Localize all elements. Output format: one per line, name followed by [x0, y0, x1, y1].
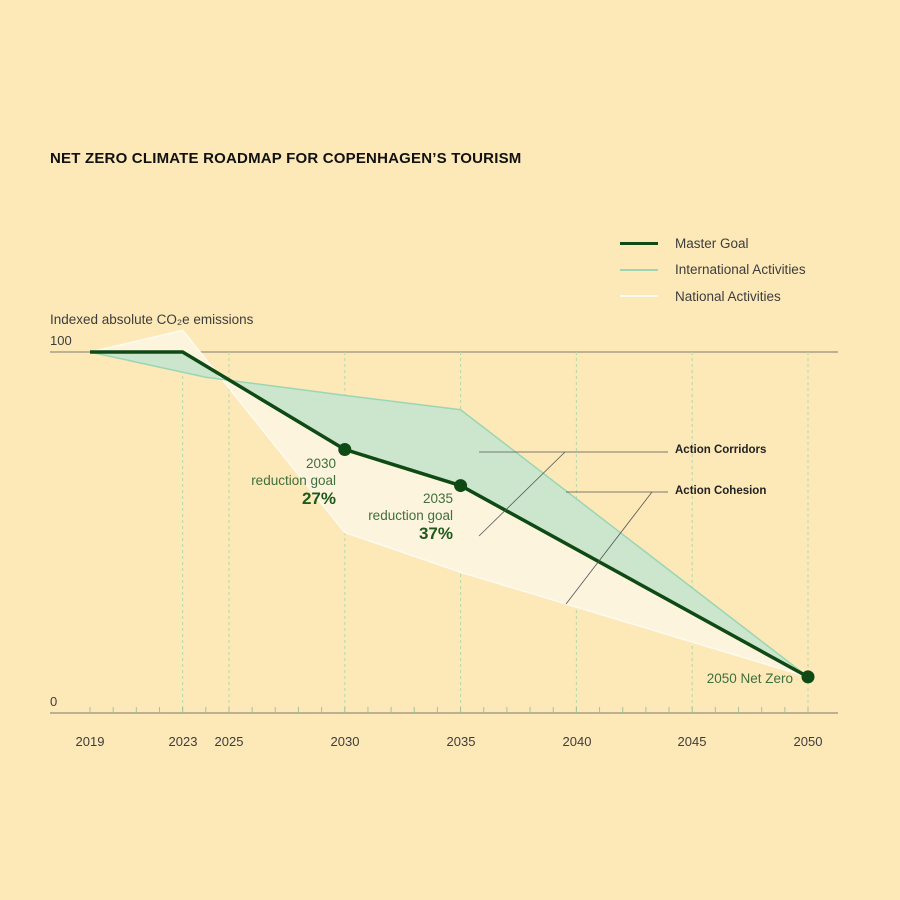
national-activities-line	[89, 329, 809, 678]
legend-swatch-national	[620, 295, 658, 298]
action-cohesion-diagonal	[565, 491, 653, 605]
master-goal-marker-2035	[454, 479, 468, 493]
action-corridors-label: Action Corridors	[675, 444, 767, 456]
y-tick-label-100: 100	[50, 333, 72, 348]
international-activities-line	[89, 351, 809, 678]
x-tick-label-2030: 2030	[330, 734, 360, 749]
x-tick-label-2035: 2035	[446, 734, 476, 749]
action-corridors-diagonal	[478, 451, 566, 537]
annotation-percent: 27%	[301, 489, 336, 508]
national-corridor-area	[90, 330, 808, 677]
legend-swatch-international	[620, 268, 658, 271]
legend-label: International Activities	[675, 262, 806, 278]
legend-item-master-goal: Master Goal	[620, 230, 806, 257]
x-tick-label-2019: 2019	[75, 734, 105, 749]
x-tick-label-2045: 2045	[677, 734, 707, 749]
legend-swatch-master-goal	[620, 241, 658, 245]
legend-label: Master Goal	[675, 235, 749, 251]
x-tick-label-2040: 2040	[562, 734, 592, 749]
annotation-2035-goal: 2035 reduction goal 37%	[368, 490, 453, 544]
chart-title: NET ZERO CLIMATE ROADMAP FOR COPENHAGEN’…	[50, 150, 522, 167]
annotation-text: reduction goal	[251, 473, 336, 488]
x-tick-label-2023: 2023	[168, 734, 198, 749]
net-zero-label: 2050 Net Zero	[706, 671, 793, 686]
annotation-2030-goal: 2030 reduction goal 27%	[251, 455, 336, 509]
y-tick-label-0: 0	[50, 694, 58, 709]
annotation-year: 2035	[422, 491, 453, 506]
x-tick-label-2025: 2025	[214, 734, 244, 749]
legend-item-international: International Activities	[620, 257, 806, 284]
legend-label: National Activities	[675, 288, 781, 304]
y-axis-label: Indexed absolute CO₂e emissions	[50, 312, 254, 327]
annotation-text: reduction goal	[368, 508, 453, 523]
legend-item-national: National Activities	[620, 283, 806, 310]
master-goal-marker-2050	[801, 670, 815, 684]
master-goal-marker-2030	[338, 442, 352, 456]
annotation-percent: 37%	[418, 524, 453, 543]
legend: Master Goal International Activities Nat…	[620, 230, 806, 310]
action-cohesion-label: Action Cohesion	[675, 485, 767, 497]
x-tick-label-2050: 2050	[793, 734, 823, 749]
international-corridor-area	[90, 352, 808, 677]
annotation-year: 2030	[305, 456, 336, 471]
